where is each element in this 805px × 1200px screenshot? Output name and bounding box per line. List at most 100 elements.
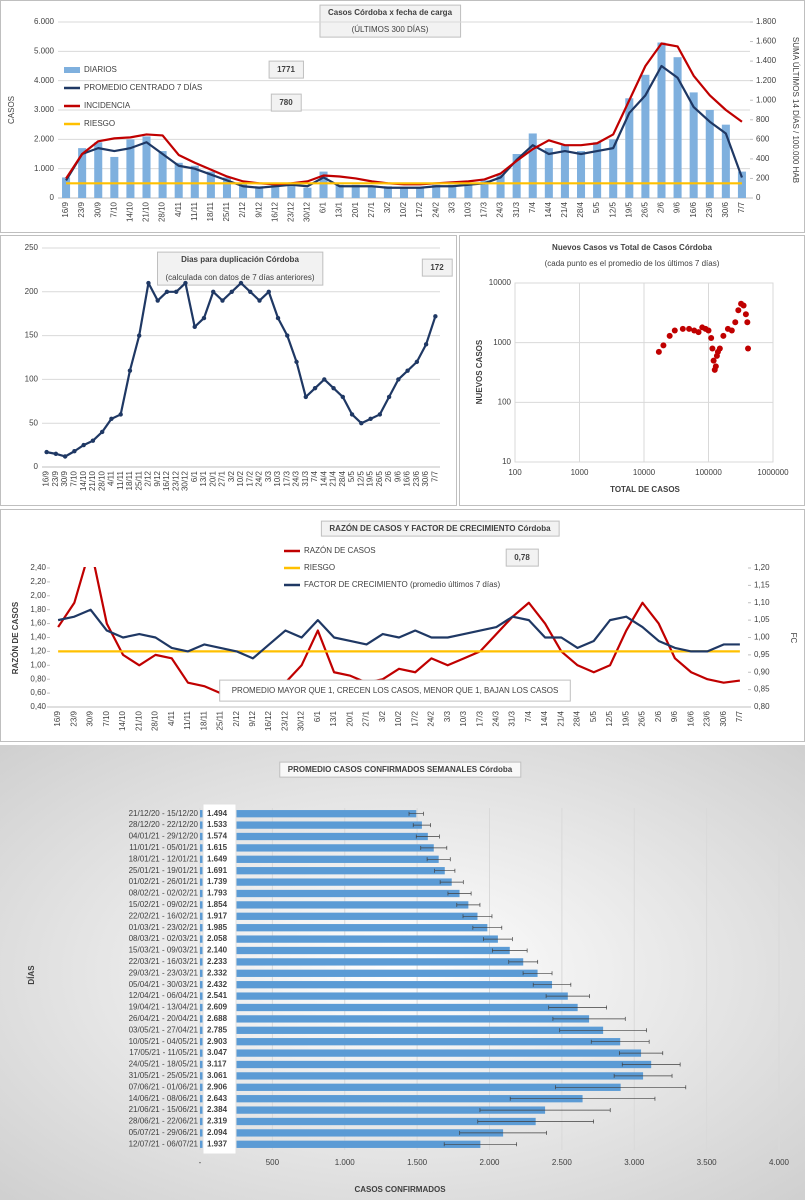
x-tick-label: 13/1 [329,710,338,726]
y-tick-label: 1,80 [30,605,46,614]
x-tick-label: 7/10 [70,470,79,486]
category-label: 15/02/21 - 09/02/21 [129,900,199,909]
x-tick-label: 28/4 [573,710,582,726]
bar [432,184,441,198]
x-tick-label: 1000000 [757,468,789,477]
marker [44,449,49,455]
marker [322,377,327,382]
point [744,319,751,326]
y-tick-label: 10000 [489,278,512,287]
x-tick-label: 4.000 [769,1158,790,1167]
marker [72,449,77,454]
category-label: 07/06/21 - 01/06/21 [129,1082,199,1091]
x-tick-label: 14/10 [79,470,88,491]
error-bar [420,845,448,850]
marker [183,280,188,286]
value-label: 2.094 [207,1128,228,1137]
y-tick-label: 0,60 [30,688,46,697]
x-tick-label: 25/11 [216,710,225,730]
x-tick-label: 21/4 [556,710,565,726]
value-label: 1.937 [207,1139,228,1148]
error-bar [555,1085,687,1090]
y-tick-label: 200 [25,287,39,296]
error-bar [479,1108,611,1113]
y2-tick-label: 0 [756,193,761,202]
x-tick-label: 1.000 [335,1158,356,1167]
label-box [270,93,302,112]
category-label: 01/02/21 - 26/01/21 [129,877,199,886]
x-tick-label: 3/3 [264,470,273,482]
y2-axis-label: FC [789,633,798,644]
bar [200,1038,621,1046]
x-tick-label: 24/3 [496,201,505,217]
x-tick-label: 17/2 [415,201,424,217]
bar [200,1117,536,1126]
x-axis-label: TOTAL DE CASOS [610,485,680,494]
error-bar [412,823,431,828]
bar [528,133,537,198]
error-bar [443,1142,517,1147]
category-label: 28/12/20 - 22/12/20 [129,820,199,829]
x-tick-label: 23/6 [703,710,712,726]
category-label: 19/04/21 - 13/04/21 [129,1003,199,1012]
x-tick-label: 2/12 [232,710,241,726]
category-label: 03/05/21 - 27/04/21 [129,1025,199,1034]
x-tick-label: 27/1 [218,470,227,486]
category-label: 29/03/21 - 23/03/21 [129,968,199,977]
error-bar [483,937,513,942]
bar [464,183,473,198]
bar [200,1060,652,1069]
category-label: 15/03/21 - 09/03/21 [129,946,199,955]
error-bar [462,914,493,919]
bar [689,92,698,198]
marker [405,368,410,373]
marker [229,289,234,294]
x-tick-label: 10/2 [394,710,403,726]
y2-tick-label: 1.800 [756,17,777,26]
value-label: 2.903 [207,1037,228,1046]
error-bar [426,857,451,862]
value-label: 1.494 [207,809,228,818]
bar [200,1049,642,1057]
x-tick-label: 31/3 [301,470,310,486]
x-tick-label: 26/5 [641,201,650,217]
x-tick-label: 14/10 [118,710,127,731]
value-label: 2.233 [207,957,228,966]
value-label: 1.793 [207,889,228,898]
category-label: 17/05/21 - 11/05/21 [129,1048,198,1057]
x-tick-label: 16/12 [162,470,171,491]
y-tick-label: 1,60 [30,619,46,628]
value-label: 2.432 [207,980,228,989]
x-tick-label: 3/3 [447,201,456,213]
marker [312,385,318,391]
y2-tick-label: 1,20 [754,563,770,572]
bar [200,1140,481,1148]
x-tick-label: 27/1 [367,201,376,217]
bar [200,946,510,955]
bar [200,1015,590,1023]
legend-label: RIESGO [304,563,335,572]
bar [593,142,602,198]
x-tick-label: 13/1 [199,470,208,486]
x-tick-label: 2.000 [479,1158,500,1167]
x-tick-label: 23/9 [69,710,78,726]
legend-swatch [64,67,80,73]
x-tick-label: 11/11 [190,201,199,220]
error-bar [459,1130,547,1135]
x-tick-label: 17/3 [282,470,291,486]
x-tick-label: 2/6 [654,710,663,722]
bar [609,139,618,198]
marker [136,333,142,338]
y2-tick-label: 1.200 [756,76,777,85]
value-label: 1.615 [207,843,228,852]
x-tick-label: 1000 [571,468,589,477]
x-tick-label: 26/5 [375,470,384,486]
y-tick-label: 1,20 [30,647,46,656]
error-bar [408,811,424,816]
category-label: 10/05/21 - 04/05/21 [129,1037,199,1046]
chart-title: PROMEDIO CASOS CONFIRMADOS SEMANALES Cór… [288,765,513,774]
bar [351,184,360,198]
bar [200,878,452,886]
legend-label: PROMEDIO CENTRADO 7 DÍAS [84,83,202,92]
annotation: PROMEDIO MAYOR QUE 1, CRECEN LOS CASOS, … [232,686,559,695]
